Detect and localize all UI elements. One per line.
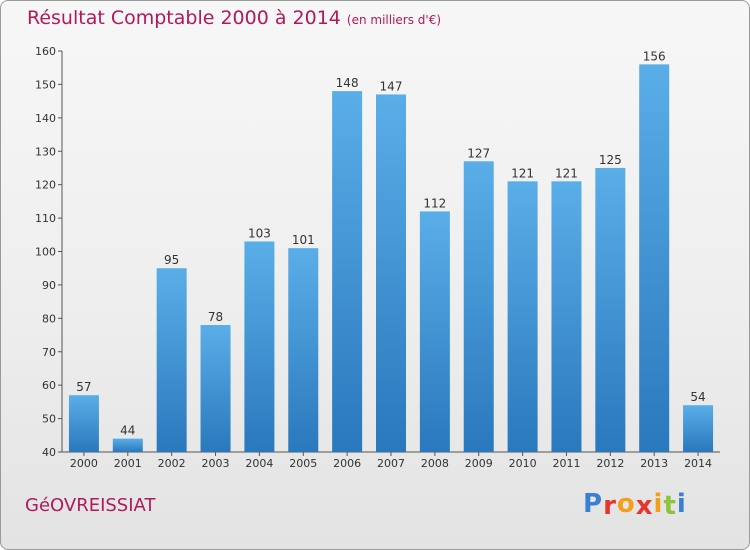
bar-2014 bbox=[683, 405, 714, 452]
x-tick-label: 2002 bbox=[158, 457, 186, 470]
chart-title-text: Résultat Comptable 2000 à 2014 bbox=[27, 7, 341, 29]
data-label: 103 bbox=[248, 226, 271, 240]
data-label: 156 bbox=[643, 49, 666, 63]
chart-subtitle: (en milliers d'€) bbox=[346, 13, 442, 27]
bar-2012 bbox=[595, 167, 626, 453]
x-tick-label: 2007 bbox=[377, 457, 405, 470]
y-tick-label: 70 bbox=[42, 346, 56, 359]
x-tick-label: 2008 bbox=[421, 457, 449, 470]
logo-letter: i bbox=[653, 489, 664, 519]
y-tick-label: 90 bbox=[42, 279, 56, 292]
data-label: 101 bbox=[292, 233, 315, 247]
y-tick-label: 160 bbox=[35, 45, 56, 58]
y-tick-label: 80 bbox=[42, 312, 56, 325]
bar-2008 bbox=[419, 211, 450, 452]
logo-letter: o bbox=[616, 489, 636, 519]
y-tick-label: 100 bbox=[35, 246, 56, 259]
bar-2007 bbox=[376, 94, 406, 453]
x-tick-label: 2001 bbox=[114, 457, 142, 470]
y-axis: 40 50 60 70 80 90 100 110 120 130 140 150 160 bbox=[35, 45, 63, 459]
bar-2000 bbox=[68, 395, 99, 452]
x-tick-label: 2006 bbox=[333, 457, 361, 470]
y-tick-label: 150 bbox=[35, 78, 56, 91]
data-label: 44 bbox=[120, 424, 135, 438]
data-label: 95 bbox=[164, 253, 179, 267]
bar-2006 bbox=[332, 91, 363, 452]
data-label: 54 bbox=[690, 390, 705, 404]
bar-2001 bbox=[112, 438, 143, 452]
bar-2009 bbox=[463, 161, 494, 452]
x-tick-label: 2010 bbox=[509, 457, 537, 470]
commune-name: GéOVREISSIAT bbox=[25, 495, 156, 516]
x-tick-label: 2004 bbox=[245, 457, 273, 470]
y-tick-label: 120 bbox=[35, 179, 56, 192]
y-tick-label: 40 bbox=[42, 446, 56, 459]
x-tick-label: 2014 bbox=[684, 457, 712, 470]
x-tick-label: 2000 bbox=[70, 457, 98, 470]
bar-2005 bbox=[288, 248, 319, 452]
logo-letter: P bbox=[583, 489, 604, 519]
data-label: 121 bbox=[511, 166, 534, 180]
y-tick-label: 110 bbox=[35, 212, 56, 225]
bar-2013 bbox=[639, 64, 670, 452]
data-label: 125 bbox=[599, 153, 622, 167]
data-label: 121 bbox=[555, 166, 578, 180]
proxiti-logo[interactable]: Proxiti bbox=[583, 489, 687, 521]
data-label: 78 bbox=[208, 310, 223, 324]
x-tick-label: 2003 bbox=[202, 457, 230, 470]
data-label: 127 bbox=[467, 146, 490, 160]
x-tick-label: 2005 bbox=[289, 457, 317, 470]
bar-2011 bbox=[551, 181, 582, 452]
data-label: 112 bbox=[423, 196, 446, 210]
bar-2002 bbox=[156, 268, 187, 452]
bar-2010 bbox=[507, 181, 538, 452]
logo-letter: i bbox=[676, 489, 687, 519]
bar-2003 bbox=[200, 325, 231, 452]
data-label: 57 bbox=[76, 380, 91, 394]
y-tick-label: 50 bbox=[42, 413, 56, 426]
x-tick-label: 2011 bbox=[552, 457, 580, 470]
data-label: 147 bbox=[380, 79, 403, 93]
y-tick-label: 60 bbox=[42, 379, 56, 392]
logo-letter: t bbox=[663, 491, 677, 521]
chart-title: Résultat Comptable 2000 à 2014 (en millie… bbox=[27, 7, 441, 29]
data-label: 148 bbox=[336, 76, 359, 90]
x-tick-label: 2012 bbox=[596, 457, 624, 470]
x-tick-label: 2009 bbox=[465, 457, 493, 470]
logo-letter: r bbox=[603, 491, 617, 521]
y-tick-label: 140 bbox=[35, 112, 56, 125]
value-labels: 57 44 95 78 103 101 148 147 112 127 121 121 125 156 54 bbox=[76, 49, 705, 437]
x-axis: 2000 2001 2002 2003 2004 2005 2006 2007 2008 2009… bbox=[62, 451, 720, 470]
bars bbox=[68, 64, 714, 453]
y-tick-label: 130 bbox=[35, 145, 56, 158]
logo-letter: x bbox=[635, 491, 654, 521]
bar-2004 bbox=[244, 241, 275, 452]
x-tick-label: 2013 bbox=[640, 457, 668, 470]
